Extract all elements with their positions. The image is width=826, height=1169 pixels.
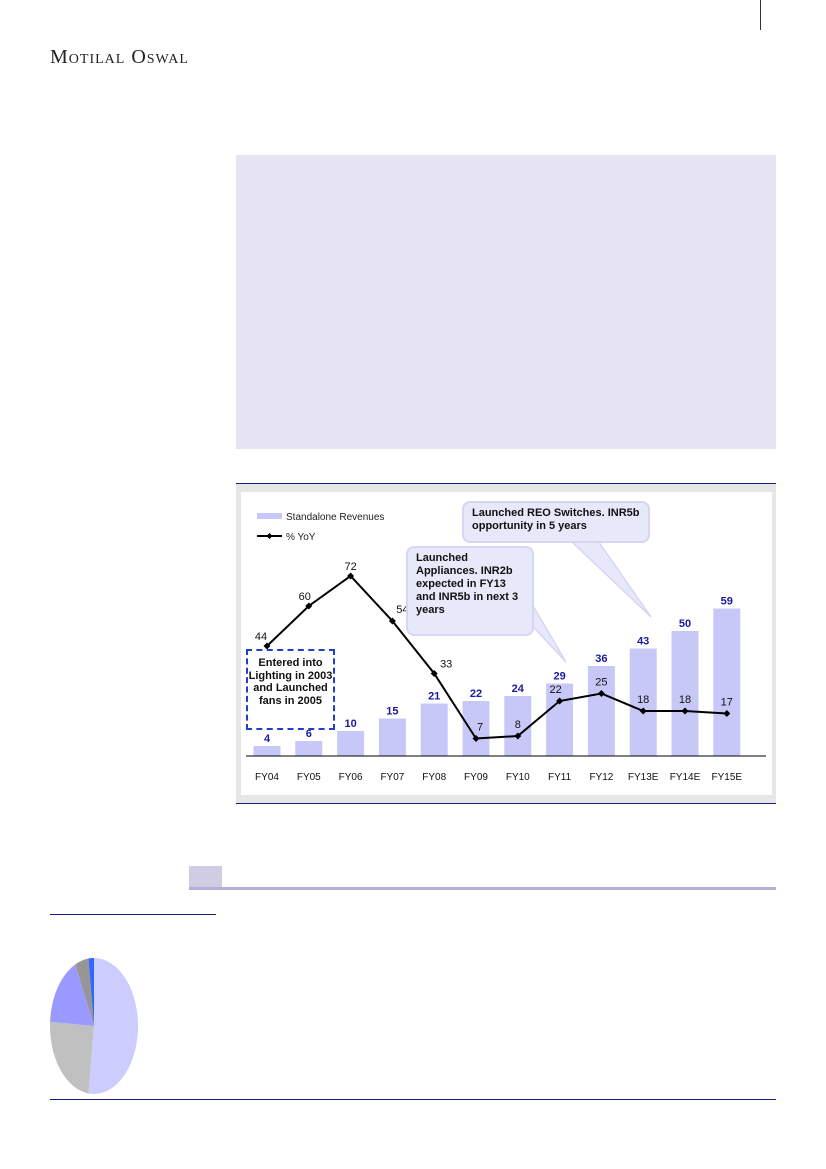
bar-fy12 (587, 666, 615, 756)
yoy-marker (639, 707, 647, 715)
yoy-value-label: 17 (721, 697, 733, 709)
bar-value-label: 24 (512, 683, 525, 695)
yoy-marker (388, 617, 396, 625)
yoy-marker (723, 710, 731, 717)
legend-label-revenues: Standalone Revenues (286, 512, 384, 523)
yoy-marker (472, 735, 480, 742)
margin-rule (760, 0, 761, 30)
yoy-value-label: 25 (595, 677, 607, 689)
pie-slice (50, 964, 94, 1026)
yoy-value-label: 33 (440, 659, 452, 671)
yoy-value-label: 72 (344, 561, 356, 573)
pie-slice (88, 958, 94, 1026)
yoy-marker (347, 572, 355, 580)
text-box (236, 155, 776, 449)
yoy-value-label: 7 (477, 722, 483, 734)
x-tick-label: FY08 (422, 772, 446, 783)
x-tick-label: FY14E (670, 772, 701, 783)
yoy-value-label: 44 (255, 631, 267, 643)
bar-fy06 (337, 731, 365, 756)
chart-svg: 4 FY04 6 FY05 10 FY06 15 FY07 21 FY08 22 FY09 24 FY10… (246, 512, 766, 783)
bar-fy13e (629, 648, 657, 756)
bar-fy08 (420, 703, 448, 756)
x-tick-label: FY05 (297, 772, 321, 783)
section-rule (189, 887, 776, 890)
yoy-value-label: 8 (515, 719, 521, 731)
x-tick-label: FY12 (589, 772, 613, 783)
pie-slice (88, 958, 138, 1094)
yoy-value-label: 60 (299, 591, 311, 603)
legend-label-yoy: % YoY (286, 532, 316, 543)
bar-fy07 (378, 718, 406, 756)
bar-value-label: 6 (306, 728, 312, 740)
x-tick-label: FY04 (255, 772, 279, 783)
legend-marker-yoy (266, 533, 273, 539)
exhibit-rule (50, 914, 216, 915)
x-tick-label: FY07 (380, 772, 404, 783)
callout-reo-switches: Launched REO Switches. INR5b opportunity… (462, 501, 650, 543)
yoy-value-label: 18 (637, 694, 649, 706)
callout-tail (569, 540, 652, 618)
bar-fy14e (671, 631, 699, 756)
yoy-marker (597, 690, 605, 697)
bar-value-label: 15 (386, 706, 398, 718)
pie-chart (50, 958, 138, 1094)
x-tick-label: FY13E (628, 772, 659, 783)
callout-lighting-fans: Entered into Lighting in 2003 and Launch… (246, 649, 335, 730)
bar-fy11 (546, 683, 574, 756)
bar-fy09 (462, 701, 490, 756)
bar-value-label: 10 (344, 718, 356, 730)
bar-value-label: 36 (595, 653, 607, 665)
x-tick-label: FY15E (712, 772, 743, 783)
bar-fy15e (713, 608, 741, 756)
yoy-marker (263, 642, 271, 650)
x-tick-label: FY09 (464, 772, 488, 783)
bar-fy04 (253, 746, 281, 756)
yoy-line (266, 574, 727, 740)
yoy-marker (556, 697, 564, 705)
yoy-value-label: 18 (679, 694, 691, 706)
pie-slice (75, 958, 94, 1026)
footer-rule (50, 1099, 776, 1100)
yoy-marker (430, 670, 438, 677)
bar-value-label: 22 (470, 688, 482, 700)
x-tick-label: FY10 (506, 772, 530, 783)
revenue-chart: 4 FY04 6 FY05 10 FY06 15 FY07 21 FY08 22 FY09 24 FY10… (236, 483, 776, 804)
bar-value-label: 43 (637, 636, 649, 648)
bar-fy10 (504, 696, 532, 756)
x-tick-label: FY06 (339, 772, 363, 783)
bar-value-label: 4 (264, 733, 271, 745)
yoy-marker (305, 602, 313, 610)
bar-value-label: 59 (721, 596, 733, 608)
logo: Motilal Oswal (50, 46, 189, 68)
legend-swatch-revenues (257, 513, 282, 519)
callout-appliances: Launched Appliances. INR2b expected in F… (406, 546, 534, 636)
pie-slice (50, 1021, 94, 1094)
yoy-marker (681, 707, 689, 715)
yoy-value-label: 54 (396, 604, 408, 616)
yoy-marker (514, 732, 522, 740)
x-tick-label: FY11 (548, 772, 572, 783)
bar-fy05 (295, 741, 323, 756)
bar-value-label: 21 (428, 691, 440, 703)
yoy-value-label: 22 (549, 684, 561, 696)
section-marker (189, 866, 222, 888)
bar-value-label: 50 (679, 618, 691, 630)
bar-value-label: 29 (553, 671, 565, 683)
